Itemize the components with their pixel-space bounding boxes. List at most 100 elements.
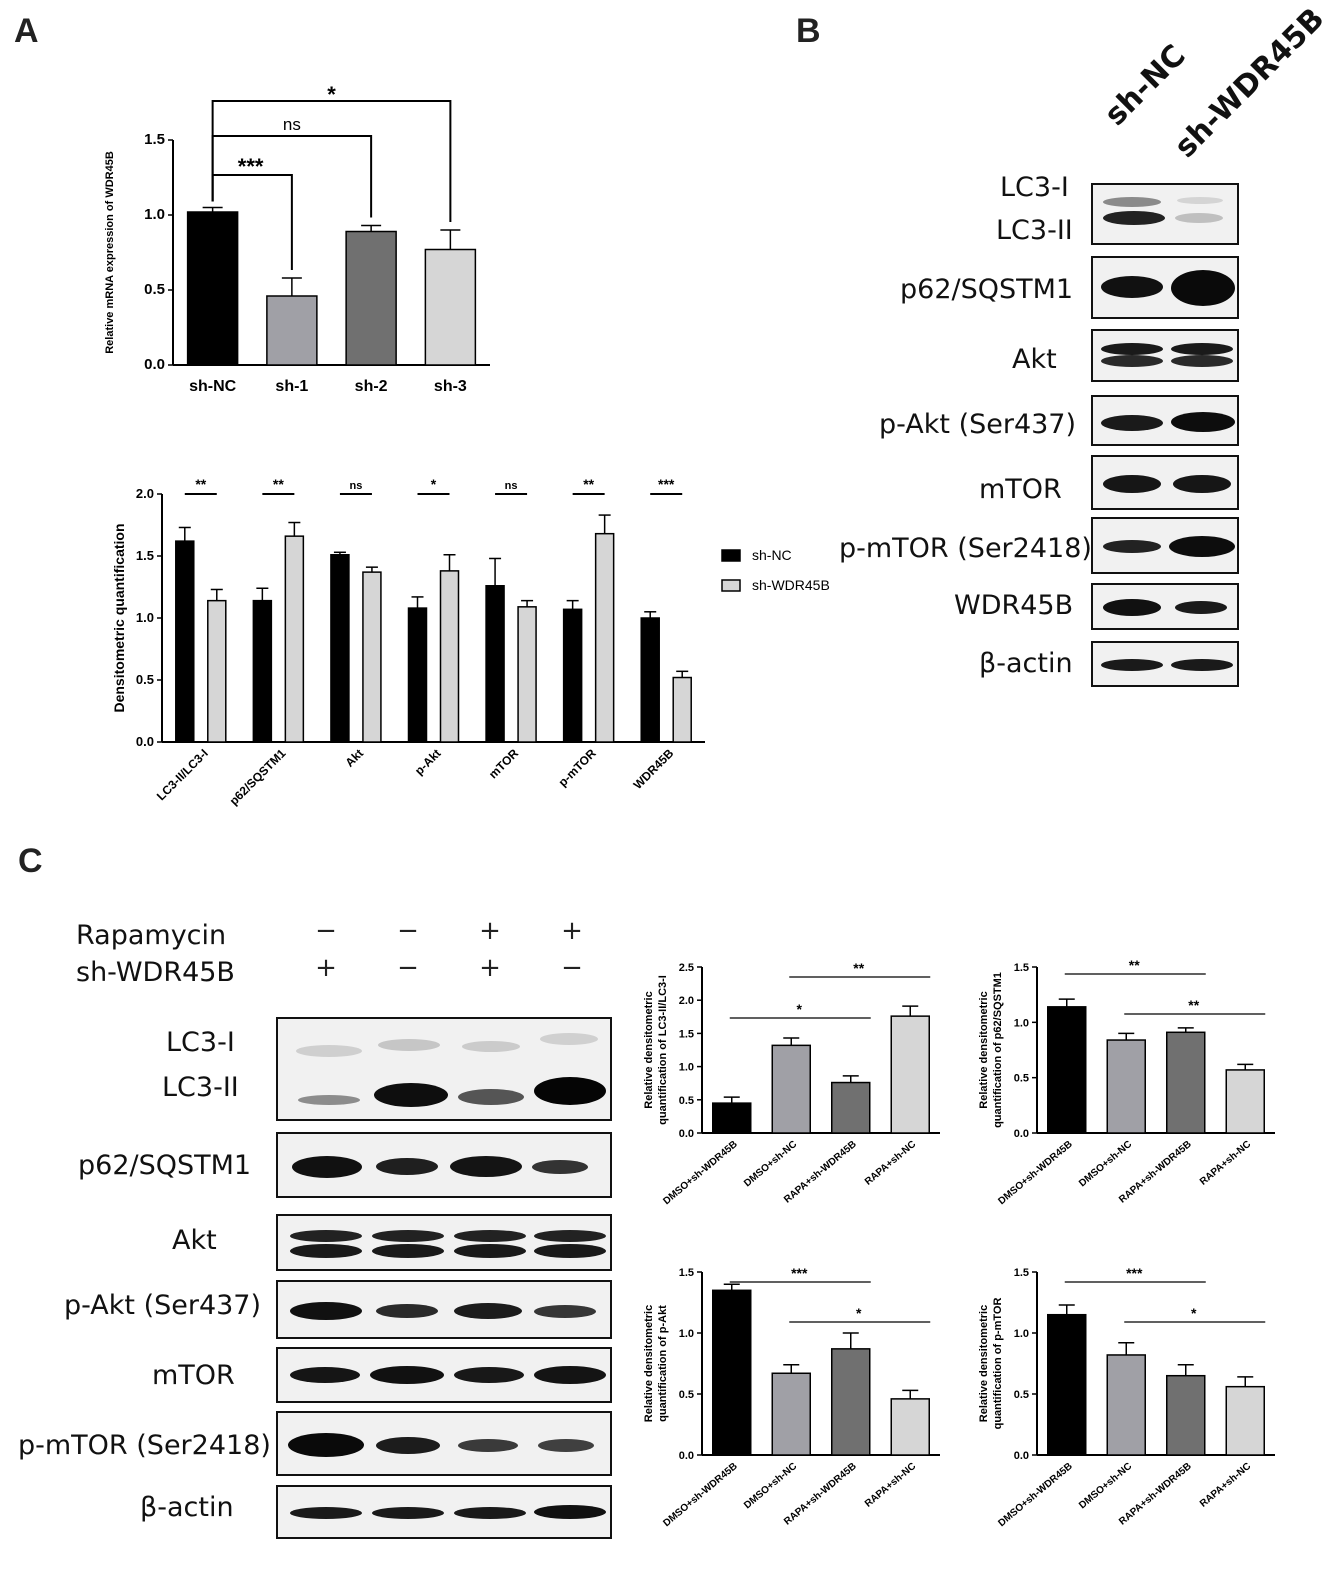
y-tick-label: 0.0 bbox=[679, 1450, 694, 1462]
y-axis-title: Densitometric quantification bbox=[111, 523, 127, 712]
legend-swatch bbox=[721, 579, 741, 592]
blot-label: p62/SQSTM1 bbox=[900, 274, 1074, 305]
x-tick-label: DMSO+sh-WDR45B bbox=[996, 1139, 1074, 1207]
x-tick-label: sh-2 bbox=[355, 378, 388, 395]
significance-label: *** bbox=[791, 1265, 808, 1281]
x-tick-label: DMSO+sh-NC bbox=[742, 1461, 799, 1511]
x-tick-label: p-mTOR bbox=[556, 746, 599, 789]
significance-label: ** bbox=[583, 476, 594, 492]
y-tick-label: 0.0 bbox=[679, 1128, 694, 1140]
blot-lc3 bbox=[1091, 183, 1239, 245]
bar bbox=[362, 571, 382, 743]
bar bbox=[771, 1372, 811, 1456]
significance-label: ** bbox=[195, 476, 206, 492]
blot-label: Akt bbox=[172, 1225, 217, 1256]
significance-label: ** bbox=[1188, 997, 1199, 1013]
bar bbox=[594, 532, 615, 743]
blot-label: LC3-II bbox=[162, 1072, 239, 1103]
significance-label: *** bbox=[1126, 1265, 1143, 1281]
chart-p-akt: 0.0 0.5 1.0 1.5 DMSO+sh-WDR45B DMSO+sh-NC RAPA… bbox=[643, 1265, 940, 1529]
significance-label: ** bbox=[853, 960, 864, 976]
blot-c-akt bbox=[276, 1214, 612, 1271]
blot-akt bbox=[1091, 329, 1239, 382]
bar bbox=[771, 1044, 811, 1134]
sh-wdr45b-sign: + bbox=[479, 953, 501, 983]
bar bbox=[712, 1102, 752, 1134]
y-axis-title: Relative densitometric bbox=[643, 1305, 655, 1422]
y-tick-label: 0.5 bbox=[1014, 1389, 1029, 1401]
bar bbox=[1106, 1354, 1146, 1456]
y-tick-label: 1.0 bbox=[144, 206, 165, 223]
significance-label: * bbox=[431, 476, 437, 492]
rapamycin-sign: − bbox=[397, 916, 419, 946]
bar bbox=[266, 295, 318, 366]
y-tick-label: 1.5 bbox=[679, 1028, 694, 1040]
x-tick-label: DMSO+sh-NC bbox=[1077, 1461, 1134, 1511]
treatment-label-rapamycin: Rapamycin bbox=[76, 920, 227, 951]
significance-label: ns bbox=[283, 115, 301, 134]
lane-label-sh-wdr45b: sh-WDR45B bbox=[1168, 1, 1329, 165]
y-tick-label: 2.0 bbox=[136, 486, 154, 501]
bar bbox=[1047, 1313, 1087, 1456]
y-tick-label: 1.0 bbox=[679, 1328, 694, 1340]
bar bbox=[485, 585, 505, 743]
y-tick-label: 0.5 bbox=[679, 1389, 694, 1401]
panel-letter-a: A bbox=[14, 12, 39, 50]
bar bbox=[1166, 1374, 1206, 1456]
y-tick-label: 1.0 bbox=[136, 610, 154, 625]
y-tick-label: 0.0 bbox=[1014, 1128, 1029, 1140]
bar bbox=[1047, 1006, 1087, 1134]
rapamycin-sign: + bbox=[479, 916, 501, 946]
chart-p62: 0.0 0.5 1.0 1.5 DMSO+sh-WDR45B DMSO+sh-NC RAPA… bbox=[978, 957, 1275, 1207]
y-axis-title-line2: quantification of LC3-II/LC3-I bbox=[657, 975, 669, 1125]
y-axis-title: Relative densitometric bbox=[643, 991, 655, 1108]
y-tick-label: 1.0 bbox=[1014, 1017, 1029, 1029]
blot-c-b-actin bbox=[276, 1485, 612, 1539]
blot-c-mtor bbox=[276, 1347, 612, 1403]
bar bbox=[831, 1348, 871, 1456]
legend-swatch bbox=[721, 549, 741, 562]
blot-c-lc3 bbox=[276, 1017, 612, 1121]
y-tick-label: 0.5 bbox=[144, 281, 165, 298]
y-tick-label: 2.0 bbox=[679, 995, 694, 1007]
significance-label: ** bbox=[273, 476, 284, 492]
x-tick-label: DMSO+sh-NC bbox=[1077, 1139, 1134, 1189]
blot-label: p62/SQSTM1 bbox=[78, 1150, 252, 1181]
blot-c-p62 bbox=[276, 1132, 612, 1198]
x-tick-label: RAPA+sh-NC bbox=[1198, 1461, 1253, 1510]
chart-lc3-ratio: 0.0 0.5 1.0 1.5 2.0 2.5 DMSO+sh-WDR45B DMSO+sh-… bbox=[643, 960, 940, 1207]
blot-label: mTOR bbox=[152, 1360, 235, 1391]
significance-label: * bbox=[327, 82, 336, 107]
x-tick-label: p-Akt bbox=[412, 746, 444, 778]
x-tick-label: DMSO+sh-NC bbox=[742, 1139, 799, 1189]
bar bbox=[252, 599, 273, 743]
lane-label-sh-nc: sh-NC bbox=[1098, 38, 1193, 133]
blot-p-akt bbox=[1091, 395, 1239, 446]
y-tick-label: 0.0 bbox=[1014, 1450, 1029, 1462]
y-tick-label: 0.5 bbox=[679, 1095, 694, 1107]
x-tick-label: LC3-II/LC3-I bbox=[154, 746, 211, 803]
bar bbox=[1106, 1039, 1146, 1134]
y-axis-title: Relative mRNA expression of WDR45B bbox=[104, 151, 116, 354]
bar bbox=[1166, 1031, 1206, 1134]
treatment-label-sh-wdr45b: sh-WDR45B bbox=[76, 957, 235, 988]
significance-label: * bbox=[1191, 1305, 1197, 1321]
x-tick-label: DMSO+sh-WDR45B bbox=[996, 1461, 1074, 1529]
significance-label: ns bbox=[505, 480, 518, 492]
chart-p-mtor: 0.0 0.5 1.0 1.5 DMSO+sh-WDR45B DMSO+sh-NC RAPA… bbox=[978, 1265, 1275, 1529]
bar bbox=[672, 676, 692, 743]
significance-bracket bbox=[211, 100, 452, 222]
blot-p62 bbox=[1091, 256, 1239, 319]
blot-label: p-Akt (Ser437) bbox=[64, 1290, 262, 1321]
blot-label: p-mTOR (Ser2418) bbox=[18, 1430, 271, 1461]
x-tick-label: p62/SQSTM1 bbox=[227, 746, 289, 808]
bar bbox=[712, 1289, 752, 1456]
bar bbox=[207, 599, 227, 743]
y-tick-label: 1.0 bbox=[1014, 1328, 1029, 1340]
chart-densitometric-quantification: 0.0 0.5 1.0 1.5 2.0 Densitometric quantificat… bbox=[111, 476, 830, 808]
bar bbox=[284, 535, 305, 743]
blot-label: LC3-I bbox=[1000, 172, 1069, 203]
significance-label: *** bbox=[658, 476, 675, 492]
y-tick-label: 1.5 bbox=[136, 548, 154, 563]
blot-c-p-akt bbox=[276, 1280, 612, 1339]
